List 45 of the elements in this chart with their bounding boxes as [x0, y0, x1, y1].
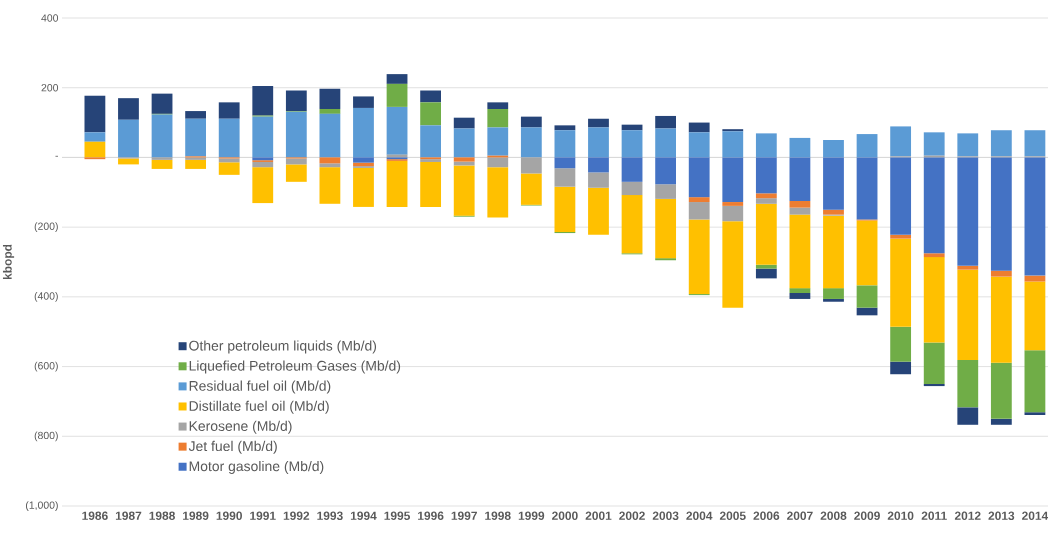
y-tick-label: 400 — [41, 14, 59, 22]
x-tick-label: 2007 — [787, 511, 813, 520]
x-tick-label: 1988 — [149, 511, 175, 520]
x-tick-label: 1989 — [183, 511, 209, 520]
x-tick-label: 1994 — [350, 511, 377, 520]
y-tick-label: (1,000) — [25, 501, 58, 511]
x-tick-label: 2013 — [988, 511, 1015, 521]
y-tick-label: (800) — [34, 431, 58, 442]
x-tick-label: 1986 — [82, 511, 108, 520]
y-tick-label: (400) — [34, 291, 58, 302]
x-tick-label: 2012 — [954, 511, 981, 520]
x-tick-label: 1997 — [451, 511, 477, 520]
x-tick-label: 2004 — [686, 511, 713, 520]
x-tick-label: 1991 — [250, 511, 276, 520]
x-tick-label: 1993 — [317, 511, 343, 521]
x-tick-label: 2008 — [820, 511, 847, 520]
x-tick-label: 2009 — [854, 511, 880, 520]
x-tick-label: 2002 — [619, 511, 645, 520]
x-tick-label: 1987 — [115, 511, 142, 520]
x-tick-label: 1998 — [485, 511, 511, 520]
x-tick-label: 2001 — [585, 511, 612, 520]
legend-label: Motor gasoline (Mb/d) — [189, 460, 324, 474]
x-tick-label: 1992 — [283, 511, 310, 520]
y-tick-label: - — [55, 155, 59, 157]
x-tick-label: 2003 — [652, 511, 679, 521]
legend-label: Liquefied Petroleum Gases (Mb/d) — [189, 360, 401, 374]
legend-label: Distillate fuel oil (Mb/d) — [189, 400, 329, 414]
y-tick-label: (200) — [34, 222, 58, 233]
x-tick-label: 2011 — [921, 511, 947, 520]
x-tick-label: 1990 — [216, 511, 242, 520]
x-tick-label: 1999 — [518, 511, 545, 520]
y-tick-label: (600) — [34, 361, 58, 372]
x-tick-label: 2005 — [719, 511, 746, 520]
x-tick-label: 1996 — [418, 511, 444, 520]
x-tick-label: 2000 — [552, 511, 578, 520]
legend-label: Residual fuel oil (Mb/d) — [189, 380, 331, 394]
y-tick-label: 200 — [41, 84, 59, 92]
legend-label: Jet fuel (Mb/d) — [188, 440, 277, 454]
x-tick-label: 2006 — [753, 511, 780, 520]
legend-label: Other petroleum liquids (Mb/d) — [189, 340, 377, 354]
x-tick-label: 2014 — [1022, 511, 1048, 520]
y-axis-title: kbopd — [2, 244, 15, 280]
legend-label: Kerosene (Mb/d) — [189, 420, 292, 434]
x-tick-label: 2010 — [887, 511, 914, 520]
x-tick-label: 1995 — [384, 511, 410, 520]
